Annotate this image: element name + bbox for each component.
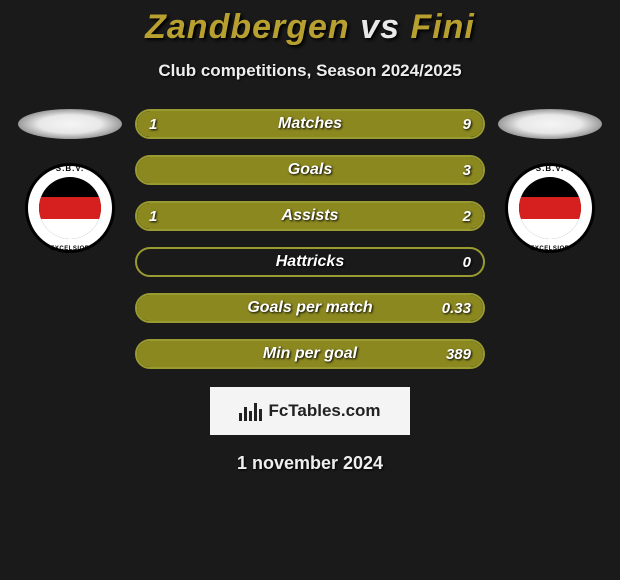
stat-label: Goals	[137, 157, 483, 183]
player2-photo-placeholder	[498, 109, 602, 139]
stat-bar: 0.33Goals per match	[135, 293, 485, 323]
stat-label: Goals per match	[137, 295, 483, 321]
date-label: 1 november 2024	[0, 453, 620, 474]
player1-photo-placeholder	[18, 109, 122, 139]
stat-bar: 3Goals	[135, 155, 485, 185]
stat-bar: 389Min per goal	[135, 339, 485, 369]
club-logo-inner	[519, 177, 581, 239]
stat-bar: 0Hattricks	[135, 247, 485, 277]
club-logo-bottom-text: EXCELSIOR	[25, 246, 115, 252]
left-side: S.B.V. EXCELSIOR	[15, 109, 125, 253]
club-logo-top-text: S.B.V.	[25, 164, 115, 173]
player1-club-logo[interactable]: S.B.V. EXCELSIOR	[25, 163, 115, 253]
stat-label: Hattricks	[137, 249, 483, 275]
club-logo-bottom-text: EXCELSIOR	[505, 246, 595, 252]
player2-club-logo[interactable]: S.B.V. EXCELSIOR	[505, 163, 595, 253]
subtitle: Club competitions, Season 2024/2025	[0, 61, 620, 81]
fctables-icon-bar	[249, 411, 252, 421]
fctables-watermark[interactable]: FcTables.com	[210, 387, 410, 435]
club-logo-top-text: S.B.V.	[505, 164, 595, 173]
title-player2: Fini	[410, 8, 474, 46]
title-player1: Zandbergen	[145, 8, 350, 46]
club-logo-inner	[39, 177, 101, 239]
stat-label: Assists	[137, 203, 483, 229]
fctables-icon-bar	[254, 403, 257, 421]
fctables-icon-bar	[239, 413, 242, 421]
stat-bars: 19Matches 3Goals 12Assists 0Hattricks 0.33Go…	[135, 109, 485, 369]
right-side: S.B.V. EXCELSIOR	[495, 109, 605, 253]
stat-bar: 12Assists	[135, 201, 485, 231]
main-row: S.B.V. EXCELSIOR 19Matches 3Goals 12Assist…	[0, 109, 620, 369]
stat-label: Min per goal	[137, 341, 483, 367]
page-title: Zandbergen vs Fini	[0, 8, 620, 47]
stat-bar: 19Matches	[135, 109, 485, 139]
stat-label: Matches	[137, 111, 483, 137]
fctables-icon-bar	[259, 409, 262, 421]
comparison-card: Zandbergen vs Fini Club competitions, Se…	[0, 0, 620, 474]
fctables-icon	[239, 401, 262, 421]
title-vs: vs	[360, 8, 400, 46]
fctables-icon-bar	[244, 407, 247, 421]
fctables-label: FcTables.com	[268, 401, 380, 421]
